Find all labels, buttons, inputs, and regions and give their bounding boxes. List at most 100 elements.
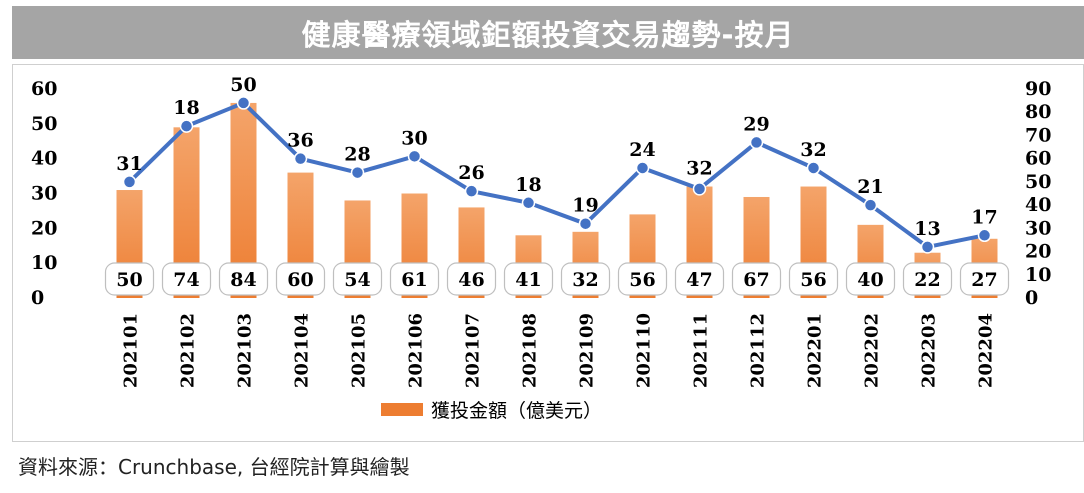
line-data-label-box	[788, 262, 839, 296]
x-tick-label: 202202	[862, 313, 883, 388]
x-tick-label: 202111	[691, 313, 712, 388]
bar-data-label: 32	[800, 139, 826, 161]
line-data-label: 84	[230, 269, 256, 291]
line-data-label: 54	[344, 269, 370, 291]
x-tick-label: 202101	[121, 313, 142, 388]
line-point	[179, 119, 194, 133]
bar-data-label: 29	[743, 113, 769, 135]
x-tick-label: 202203	[919, 313, 940, 388]
x-tick-label: 202109	[577, 313, 598, 388]
line-data-label: 27	[971, 269, 997, 291]
line-point	[635, 161, 650, 175]
line-data-label: 41	[515, 269, 541, 291]
line-data-label-box	[275, 262, 326, 296]
line-data-label: 22	[914, 269, 940, 291]
line-data-label-box	[218, 262, 269, 296]
x-tick-label: 202201	[805, 313, 826, 388]
line-point	[977, 228, 992, 243]
bar-data-label: 50	[230, 74, 256, 96]
line-data-label-box	[617, 262, 668, 296]
line-data-label: 60	[287, 269, 313, 291]
x-tick-label: 202107	[463, 313, 484, 388]
line-data-label: 46	[458, 269, 484, 291]
line-point	[236, 96, 251, 110]
y-right-tick-label: 60	[1025, 148, 1051, 170]
y-left-tick-label: 20	[31, 217, 57, 239]
line-data-label: 50	[116, 269, 142, 291]
bar-data-label: 32	[686, 158, 712, 180]
y-right-tick-label: 10	[1025, 264, 1051, 286]
x-tick-label: 202105	[349, 313, 370, 388]
bar-data-label: 31	[116, 153, 142, 175]
x-tick-label: 202112	[748, 313, 769, 388]
line-point	[578, 216, 593, 231]
line-data-label: 56	[629, 269, 655, 291]
x-tick-label: 202104	[292, 313, 313, 388]
line-data-label-box	[161, 262, 212, 296]
source-note: 資料來源：Crunchbase, 台經院計算與繪製	[18, 455, 410, 479]
bar-data-label: 24	[629, 139, 655, 161]
y-right-tick-label: 0	[1025, 287, 1038, 309]
chart-svg: 0102030405060010203040506070809031185036…	[31, 74, 1051, 422]
x-tick-label: 202102	[178, 313, 199, 388]
y-left-tick-label: 10	[31, 252, 57, 274]
x-tick-label: 202204	[976, 313, 997, 388]
line-point	[521, 196, 536, 210]
line-point	[920, 240, 935, 254]
y-right-tick-label: 80	[1025, 101, 1051, 123]
line-series	[128, 100, 985, 249]
chart-title-bar: 健康醫療領域鉅額投資交易趨勢-按月	[12, 6, 1084, 59]
y-right-tick-label: 70	[1025, 124, 1051, 146]
line-point	[407, 149, 422, 164]
y-left-tick-label: 0	[31, 287, 44, 309]
line-point	[293, 151, 308, 166]
line-point	[806, 161, 821, 175]
line-data-label-box	[674, 262, 725, 296]
y-left-tick-label: 40	[31, 148, 57, 170]
line-data-label: 32	[572, 269, 598, 291]
line-data-label-box	[902, 262, 953, 296]
y-right-tick-label: 20	[1025, 241, 1051, 263]
x-tick-label: 202106	[406, 313, 427, 388]
x-tick-label: 202103	[235, 313, 256, 388]
y-left-tick-label: 50	[31, 113, 57, 135]
bar-data-label: 30	[401, 127, 427, 149]
bar-data-label: 26	[458, 162, 484, 184]
y-right-tick-label: 90	[1025, 78, 1051, 100]
line-point	[464, 184, 479, 198]
bar-data-label: 19	[572, 195, 598, 217]
line-data-label: 67	[743, 269, 769, 291]
y-left-tick-label: 60	[31, 78, 57, 100]
line-data-label-box	[959, 262, 1010, 296]
line-data-label: 74	[173, 269, 199, 291]
line-data-label: 61	[401, 269, 427, 291]
x-tick-label: 202108	[520, 313, 541, 388]
line-data-label-box	[332, 262, 383, 296]
y-right-tick-label: 40	[1025, 194, 1051, 216]
legend-swatch	[381, 403, 423, 416]
line-data-label: 56	[800, 269, 826, 291]
line-point	[122, 175, 137, 189]
y-right-tick-label: 50	[1025, 171, 1051, 193]
line-point	[863, 198, 878, 212]
line-data-label-box	[446, 262, 497, 296]
line-data-label-box	[389, 262, 440, 296]
chart-area: 0 10 20 30 40 50 60 0 10 20 30 40 50 60 70 80 90 31 18 50 36…	[12, 64, 1084, 442]
bar-data-label: 36	[287, 130, 313, 152]
line-data-label-box	[503, 262, 554, 296]
line-data-label-box	[104, 262, 155, 296]
x-tick-label: 202110	[634, 313, 655, 388]
bar-data-label: 17	[971, 206, 997, 228]
bar-data-label: 21	[857, 176, 883, 198]
y-left-tick-label: 30	[31, 183, 57, 205]
legend-label: 獲投金額（億美元）	[431, 400, 602, 422]
line-data-label: 47	[686, 269, 712, 291]
line-data-label-box	[845, 262, 896, 296]
line-data-label-box	[560, 262, 611, 296]
chart-title: 健康醫療領域鉅額投資交易趨勢-按月	[301, 17, 795, 52]
line-point	[350, 165, 365, 180]
bar-data-label: 18	[173, 97, 199, 119]
bar-data-label: 18	[515, 174, 541, 196]
y-right-tick-label: 30	[1025, 217, 1051, 239]
line-data-label-box	[731, 262, 782, 296]
